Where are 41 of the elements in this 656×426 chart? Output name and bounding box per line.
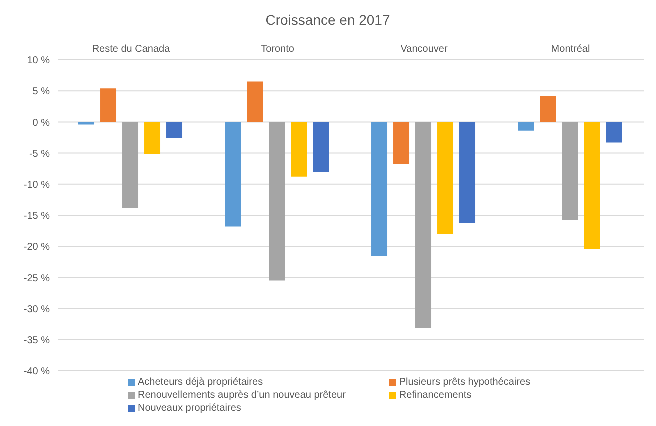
- bar: [269, 122, 286, 281]
- y-tick-label: -30 %: [24, 304, 50, 316]
- bar: [100, 88, 117, 122]
- bar: [584, 122, 600, 250]
- y-tick-label: -35 %: [24, 335, 50, 346]
- legend-label: Plusieurs prêts hypothécaires: [399, 377, 531, 388]
- y-tick-label: -5 %: [29, 148, 50, 160]
- y-tick-label: -25 %: [24, 273, 50, 284]
- bar: [247, 82, 264, 122]
- bar: [606, 122, 622, 143]
- x-tick-label: Toronto: [261, 44, 295, 55]
- x-tick-label: Reste du Canada: [92, 44, 171, 55]
- chart-title: Croissance en 2017: [264, 11, 392, 30]
- bar: [144, 122, 161, 155]
- legend-label: Renouvellements auprès d’un nouveau prêteur: [138, 390, 346, 401]
- y-tick-label: 5 %: [32, 86, 50, 98]
- bar: [394, 122, 410, 164]
- bar: [291, 122, 308, 177]
- bar: [78, 122, 95, 125]
- x-tick-label: Vancouver: [400, 44, 448, 55]
- bar: [313, 122, 330, 172]
- y-tick-label: -20 %: [24, 242, 50, 254]
- y-tick-label: 10 %: [27, 56, 50, 67]
- bar: [460, 122, 476, 223]
- y-tick-label: -40 %: [24, 366, 50, 378]
- bar: [372, 122, 388, 257]
- bar: [225, 122, 242, 227]
- bar: [540, 96, 556, 122]
- legend-label: Acheteurs déjà propriétaires: [138, 377, 264, 388]
- bar: [166, 122, 183, 138]
- bar: [518, 122, 534, 131]
- bar: [416, 122, 432, 328]
- bar: [562, 122, 578, 220]
- bar: [122, 122, 139, 208]
- y-tick-label: 0 %: [32, 118, 50, 129]
- y-tick-label: -15 %: [24, 211, 50, 222]
- legend-label: Refinancements: [399, 390, 472, 401]
- x-tick-label: Montréal: [551, 44, 590, 55]
- bar: [438, 122, 454, 234]
- y-tick-label: -10 %: [24, 180, 50, 191]
- legend-label: Nouveaux propriétaires: [138, 403, 242, 414]
